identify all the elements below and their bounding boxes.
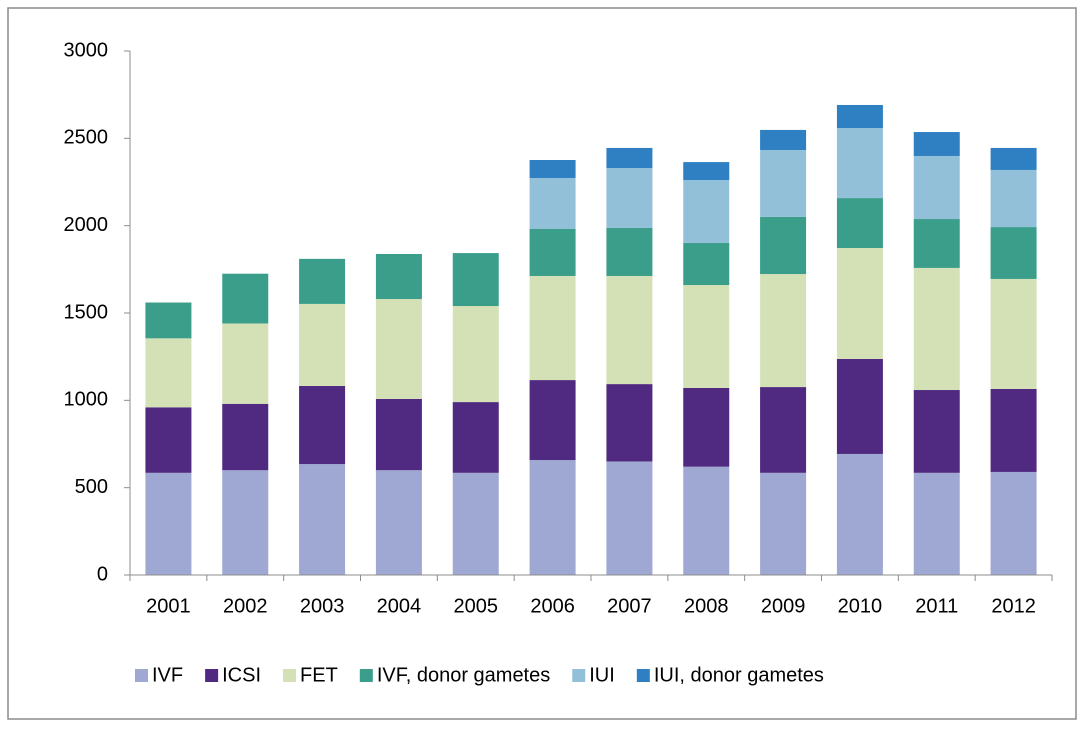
legend-label: FET <box>300 664 338 686</box>
y-tick-label: 2000 <box>64 214 109 236</box>
bar-segment <box>606 147 653 169</box>
bar-segment <box>836 104 883 129</box>
bar-segment <box>529 177 576 229</box>
x-tick-label: 2004 <box>377 595 422 617</box>
bar-segment <box>913 132 960 156</box>
bar-segment <box>990 227 1037 279</box>
bar-segment <box>299 464 346 575</box>
bar-segment <box>913 155 960 220</box>
bar-segment <box>375 470 422 575</box>
legend-label: IVF <box>152 664 183 686</box>
bar-segment <box>529 228 576 276</box>
bar-segment <box>299 258 346 304</box>
x-tick-label: 2006 <box>530 595 575 617</box>
bar-segment <box>145 472 192 575</box>
bar-segment <box>375 299 422 399</box>
bar-segment <box>606 168 653 228</box>
bar-segment <box>606 275 653 385</box>
x-tick-label: 2007 <box>607 595 652 617</box>
legend-swatch <box>636 669 650 682</box>
bar-segment <box>145 407 192 473</box>
x-tick-label: 2002 <box>223 595 268 617</box>
bar-segment <box>529 159 576 178</box>
bar-segment <box>913 267 960 391</box>
bar-segment <box>683 242 730 286</box>
bar-segment <box>836 198 883 249</box>
bar-segment <box>606 461 653 575</box>
y-tick-label: 0 <box>97 563 108 585</box>
bar-segment <box>683 466 730 575</box>
bar-segment <box>683 162 730 181</box>
bar-segment <box>529 460 576 575</box>
bar-segment <box>222 323 269 404</box>
bar-segment <box>913 219 960 268</box>
bar-segment <box>452 402 499 473</box>
x-tick-label: 2011 <box>915 595 958 617</box>
bar-segment <box>836 248 883 359</box>
bar-segment <box>990 147 1037 170</box>
bar-segment <box>452 472 499 575</box>
bar-segment <box>990 388 1037 472</box>
bar-segment <box>836 128 883 199</box>
bar-segment <box>452 306 499 403</box>
bar-segment <box>760 472 807 575</box>
bar-segment <box>375 398 422 471</box>
bar-segment <box>299 386 346 465</box>
x-tick-label: 2012 <box>991 595 1036 617</box>
bar-segment <box>222 273 269 324</box>
legend-label: IUI <box>589 664 615 686</box>
bar-segment <box>529 275 576 381</box>
y-tick-label: 1000 <box>64 389 109 411</box>
bar-segment <box>222 470 269 575</box>
bar-segment <box>990 471 1037 575</box>
x-tick-label: 2001 <box>146 595 191 617</box>
bar-segment <box>222 403 269 471</box>
legend-swatch <box>572 669 586 682</box>
y-tick-label: 3000 <box>64 39 109 61</box>
y-tick-label: 1500 <box>64 301 109 323</box>
bar-segment <box>913 390 960 473</box>
bar-segment <box>375 253 422 300</box>
bar-segment <box>760 129 807 151</box>
bar-segment <box>606 227 653 276</box>
bar-segment <box>913 472 960 575</box>
bar-segment <box>760 216 807 275</box>
x-tick-label: 2008 <box>684 595 729 617</box>
bar-segment <box>760 387 807 473</box>
x-tick-label: 2009 <box>761 595 806 617</box>
legend-swatch <box>283 669 297 682</box>
x-tick-label: 2005 <box>454 595 499 617</box>
x-tick-label: 2003 <box>300 595 345 617</box>
y-tick-label: 2500 <box>64 127 109 149</box>
bar-segment <box>760 274 807 388</box>
bar-segment <box>145 302 192 339</box>
legend-label: IUI, donor gametes <box>654 664 824 686</box>
legend-label: IVF, donor gametes <box>377 664 550 686</box>
bar-segment <box>683 387 730 467</box>
bar-segment <box>990 278 1037 389</box>
bar-segment <box>606 384 653 462</box>
bar-segment <box>529 380 576 461</box>
legend-swatch <box>205 669 219 682</box>
x-tick-label: 2010 <box>838 595 883 617</box>
bar-segment <box>299 303 346 387</box>
bar-segment <box>452 253 499 307</box>
y-tick-label: 500 <box>75 476 108 498</box>
bar-segment <box>990 169 1037 228</box>
bar-segment <box>836 453 883 575</box>
bar-segment <box>683 285 730 388</box>
bar-segment <box>836 358 883 454</box>
legend-swatch <box>359 669 373 682</box>
bar-segment <box>683 180 730 243</box>
legend-label: ICSI <box>222 664 261 686</box>
legend-swatch <box>135 669 148 682</box>
bar-segment <box>145 338 192 408</box>
bar-segment <box>760 150 807 217</box>
